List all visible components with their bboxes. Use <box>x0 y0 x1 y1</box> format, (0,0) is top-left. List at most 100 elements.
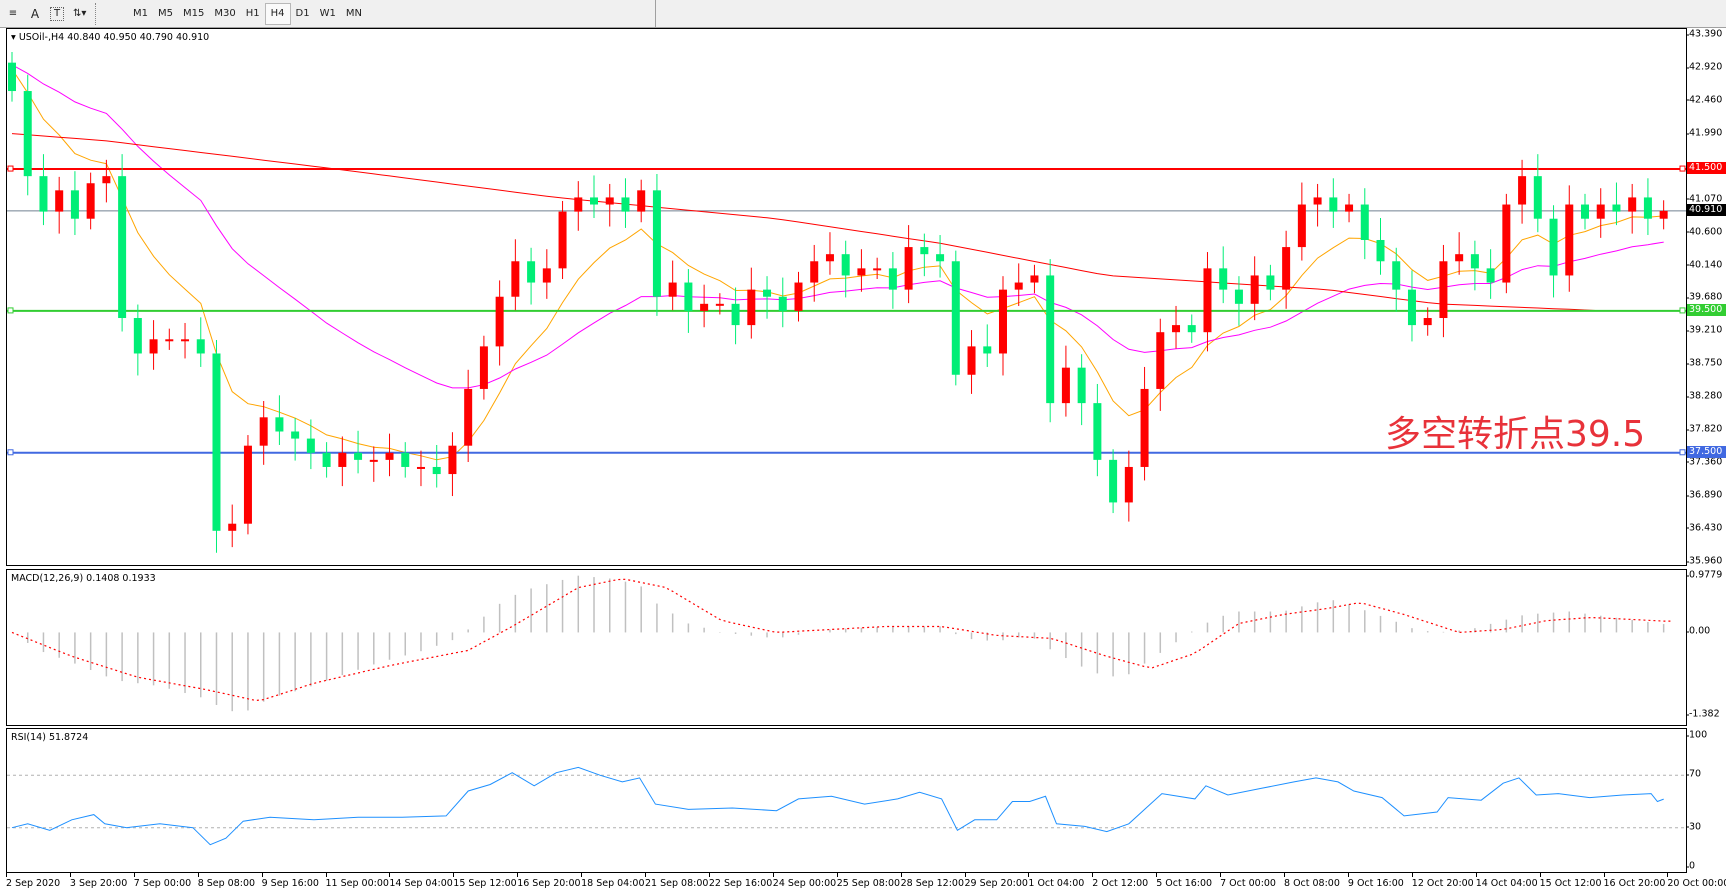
candle-body <box>1439 261 1448 319</box>
moving-average-long <box>11 133 1601 312</box>
candle-body <box>747 289 756 326</box>
candle <box>574 181 583 231</box>
macd-signal-line <box>11 578 1672 702</box>
timeframe-d1[interactable]: D1 <box>295 8 310 19</box>
candle-body <box>511 261 520 297</box>
level-handle-left <box>7 449 14 456</box>
candle <box>810 244 819 302</box>
candle <box>1628 183 1637 234</box>
candle-body <box>668 282 677 297</box>
time-tick-label: 16 Oct 20:00 <box>1603 873 1666 889</box>
rsi-panel[interactable]: RSI(14) 51.8724 <box>6 728 1687 873</box>
candle-body <box>401 452 410 467</box>
candle-body <box>951 261 960 375</box>
candle-body <box>841 254 850 276</box>
candle-body <box>810 261 819 283</box>
candle-body <box>1533 176 1542 219</box>
time-tick-label: 22 Sep 16:00 <box>708 873 773 889</box>
candle-body <box>291 431 300 439</box>
candle-body <box>967 346 976 375</box>
candle <box>1470 240 1479 291</box>
candle <box>684 269 693 333</box>
rsi-chart <box>7 766 1686 846</box>
drawing-tools: ≡ A T ⇅▾ <box>2 0 102 27</box>
candle <box>1250 256 1259 321</box>
price-axis[interactable]: 43.390 42.920 42.460 41.990 41.070 40.600 40.1… <box>1685 28 1726 567</box>
timeframe-h4[interactable]: H4 <box>264 2 291 25</box>
macd-panel[interactable]: MACD(12,26,9) 0.1408 0.1933 <box>6 569 1687 726</box>
candle <box>1219 246 1228 304</box>
candle-body <box>1219 268 1228 290</box>
collapse-triangle-icon[interactable]: ▾ <box>11 32 16 43</box>
time-tick-label: 12 Oct 20:00 <box>1411 873 1474 889</box>
candle-body <box>542 268 551 283</box>
candle <box>1533 154 1542 233</box>
candle <box>385 433 394 477</box>
candle-body <box>416 466 425 469</box>
timeframe-m30[interactable]: M30 <box>214 8 236 19</box>
candle <box>983 324 992 367</box>
candle-body <box>259 417 268 446</box>
candle <box>920 233 929 277</box>
candle-body <box>354 452 363 460</box>
candle <box>951 250 960 386</box>
candle <box>102 159 111 203</box>
candle <box>464 369 473 462</box>
candle <box>1423 307 1432 336</box>
level-price-badge: 41.500 <box>1687 162 1726 175</box>
text-icon[interactable]: A <box>30 6 40 21</box>
candle-body <box>1234 289 1243 304</box>
candle-body <box>825 254 834 262</box>
text-label-icon[interactable]: T <box>50 6 64 21</box>
candle-body <box>920 247 929 255</box>
candle-body <box>1266 275 1275 290</box>
timeframe-m5[interactable]: M5 <box>158 8 173 19</box>
timeframe-m15[interactable]: M15 <box>183 8 205 19</box>
symbol-ohlc-label: USOil-,H4 40.840 40.950 40.790 40.910 <box>18 32 210 43</box>
fibonacci-icon[interactable]: ≡ <box>8 8 18 19</box>
candle <box>401 442 410 478</box>
candle-body <box>888 268 897 290</box>
candle-body <box>1172 325 1181 333</box>
price-tick-label: 37.360 <box>1685 456 1723 468</box>
rsi-tick-label: 70 <box>1685 768 1702 780</box>
timeframe-w1[interactable]: W1 <box>319 8 336 19</box>
timeframe-mn[interactable]: MN <box>345 8 362 19</box>
candle <box>1502 193 1511 294</box>
candle <box>1486 249 1495 299</box>
candle <box>322 442 331 478</box>
candle-body <box>306 438 315 453</box>
price-tick-label: 43.390 <box>1685 28 1723 40</box>
candle <box>291 418 300 461</box>
candle-body <box>1297 204 1306 248</box>
candle-body <box>652 190 661 297</box>
candle <box>1313 183 1322 227</box>
time-tick-label: 18 Sep 04:00 <box>581 873 645 889</box>
candle-body <box>873 268 882 271</box>
price-chart-panel[interactable]: ▾ USOil-,H4 40.840 40.950 40.790 40.910 … <box>6 28 1687 566</box>
candle-body <box>1124 466 1133 503</box>
candle <box>70 171 79 236</box>
candle <box>857 249 866 292</box>
time-tick-label: 7 Oct 00:00 <box>1220 873 1276 889</box>
price-tick-label: 38.750 <box>1685 357 1723 369</box>
candle <box>747 267 756 339</box>
candle <box>1014 263 1023 306</box>
candle-body <box>495 296 504 347</box>
candle <box>998 276 1007 376</box>
candle <box>558 200 567 279</box>
timeframe-m1[interactable]: M1 <box>133 8 148 19</box>
candle-body <box>983 346 992 354</box>
time-tick-label: 8 Oct 08:00 <box>1284 873 1340 889</box>
candle-body <box>23 91 32 177</box>
time-tick-label: 28 Sep 12:00 <box>900 873 965 889</box>
candle <box>778 277 787 328</box>
candle <box>259 400 268 465</box>
candle <box>1187 314 1196 343</box>
candle-body <box>998 289 1007 354</box>
candle <box>763 276 772 319</box>
macd-tick-label: 0.9779 <box>1685 569 1723 581</box>
timeframe-h1[interactable]: H1 <box>245 8 260 19</box>
candle-body <box>385 452 394 460</box>
arrows-icon[interactable]: ⇅▾ <box>73 8 87 19</box>
